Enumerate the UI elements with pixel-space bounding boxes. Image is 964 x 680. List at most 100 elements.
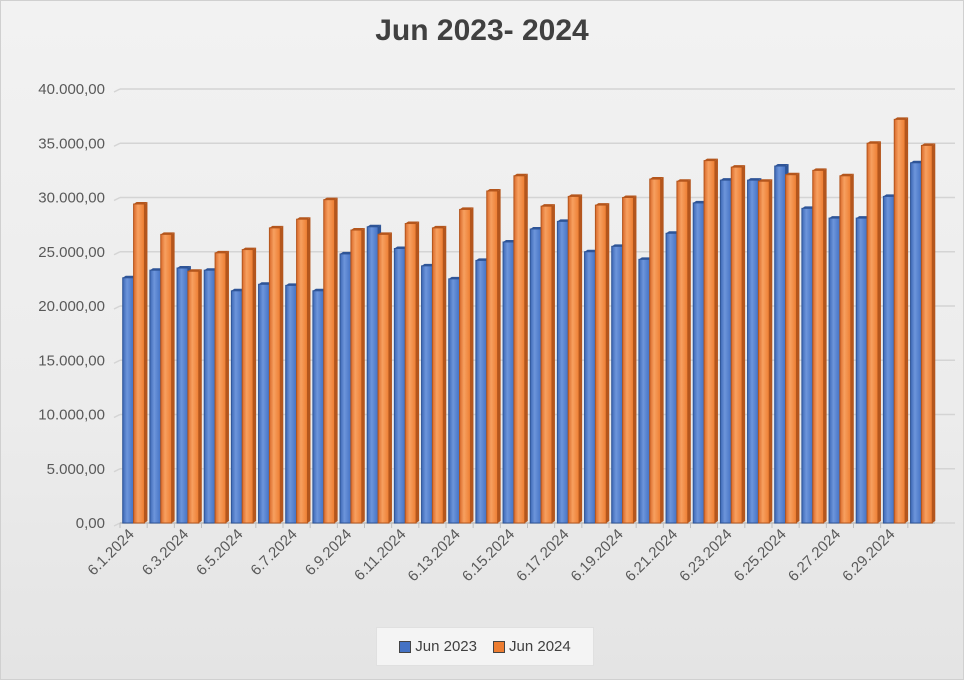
x-tick-label: 6.25.2024	[731, 526, 790, 585]
bar-side	[524, 173, 528, 524]
legend-item-jun-2023: Jun 2023	[399, 638, 477, 655]
bar-top	[160, 232, 175, 235]
bar-jun-2024: 6.9.2024: 27000	[350, 229, 363, 524]
bar-side	[551, 204, 555, 523]
y-tick-label: 15.000,00	[38, 352, 105, 369]
x-tick-label: 6.21.2024	[622, 526, 681, 585]
gridline-depth	[113, 251, 121, 256]
x-tick-label: 6.1.2024	[84, 526, 137, 579]
bar-jun-2023: 6.13.2024: 22500	[448, 278, 461, 524]
bar-jun-2023: 6.24.2024: 31600	[747, 179, 759, 524]
x-tick-label: 6.9.2024	[302, 526, 355, 579]
bar-top	[774, 164, 789, 167]
bar-jun-2024: 6.18.2024: 29300	[594, 204, 607, 524]
bar-side	[742, 165, 746, 523]
bar-jun-2024: 6.23.2024: 32800	[730, 166, 743, 524]
legend-swatch-jun-2024	[493, 640, 505, 653]
y-tick-label: 40.000,00	[38, 81, 105, 98]
gridline-depth	[113, 468, 121, 473]
bar-jun-2024: 6.29.2024: 37200	[893, 118, 906, 524]
bar-jun-2023: 6.5.2024: 21400	[230, 290, 243, 524]
bar-jun-2024: 6.28.2024: 35000	[866, 142, 879, 524]
y-tick-label: 30.000,00	[38, 190, 105, 207]
bar-side	[579, 194, 583, 524]
bar-side	[877, 141, 881, 523]
bar-jun-2024: 6.19.2024: 30000	[622, 197, 634, 524]
bar-side	[497, 188, 501, 524]
bar-jun-2023: 6.18.2024: 25000	[584, 251, 596, 524]
bar-jun-2023: 6.27.2024: 28100	[828, 217, 841, 524]
bar-side	[660, 177, 664, 523]
bar-side	[144, 202, 148, 523]
legend-swatch-jun-2023	[399, 640, 412, 653]
bar-side	[416, 221, 420, 524]
bar-top	[747, 178, 762, 181]
gridline-depth	[113, 305, 121, 310]
y-tick-label: 35.000,00	[38, 135, 105, 152]
bar-jun-2023: 6.28.2024: 28100	[855, 217, 868, 524]
gridline-depth	[113, 196, 121, 202]
bar-jun-2024: 6.16.2024: 29200	[540, 205, 553, 524]
y-tick-label: 25.000,00	[38, 244, 105, 261]
bar-jun-2023: 6.29.2024: 30100	[882, 195, 895, 524]
bar-jun-2024: 6.7.2024: 28000	[296, 218, 308, 524]
bar-top	[378, 232, 392, 235]
bar-side	[633, 195, 637, 523]
bar-side	[361, 228, 365, 524]
bar-side	[388, 232, 392, 523]
bar-jun-2024: 6.21.2024: 31500	[676, 180, 689, 524]
bar-side	[253, 247, 257, 523]
bar-side	[796, 172, 800, 523]
bar-jun-2023: 6.9.2024: 24800	[339, 253, 352, 524]
bar-jun-2024: 6.10.2024: 26600	[377, 233, 390, 524]
bar-jun-2023: 6.3.2024: 23500	[176, 267, 189, 524]
bar-jun-2023: 6.7.2024: 21900	[285, 284, 298, 524]
gridline-depth	[113, 359, 121, 364]
bar-jun-2024: 6.6.2024: 27200	[268, 227, 281, 524]
x-tick-label: 6.27.2024	[785, 526, 844, 585]
bar-jun-2023: 6.10.2024: 27300	[366, 226, 379, 524]
bar-side	[334, 197, 338, 524]
x-tick-label: 6.5.2024	[193, 526, 246, 579]
bar-jun-2023: 6.6.2024: 22000	[258, 283, 270, 524]
x-tick-label: 6.29.2024	[839, 526, 898, 585]
x-tick-label: 6.15.2024	[459, 526, 518, 585]
x-tick-label: 6.23.2024	[676, 526, 735, 585]
legend-item-jun-2024: Jun 2024	[493, 638, 571, 655]
bar-side	[905, 117, 909, 523]
bar-top	[513, 173, 528, 176]
bar-jun-2024: 6.8.2024: 29800	[323, 199, 336, 524]
bar-jun-2024: 6.11.2024: 27600	[404, 223, 417, 524]
bar-top	[177, 266, 191, 269]
bar-side	[714, 158, 718, 524]
bar-jun-2023: 6.8.2024: 21400	[312, 290, 325, 524]
y-tick-label: 20.000,00	[38, 298, 105, 315]
bar-side	[307, 217, 311, 523]
bar-jun-2023: 6.12.2024: 23700	[421, 265, 433, 524]
bar-top	[133, 202, 148, 205]
bar-side	[850, 173, 854, 524]
bar-side	[470, 207, 474, 523]
gridline-depth	[113, 522, 121, 527]
bar-side	[198, 269, 202, 523]
bar-side	[687, 179, 691, 523]
y-tick-label: 5.000,00	[47, 461, 105, 478]
x-tick-label: 6.7.2024	[247, 526, 300, 579]
bar-jun-2023: 6.15.2024: 25900	[502, 241, 515, 524]
bar-jun-2024: 6.2.2024: 26600	[160, 233, 173, 524]
x-tick-label: 6.17.2024	[513, 526, 572, 585]
bar-jun-2023: 6.4.2024: 23300	[203, 269, 216, 524]
bar-side	[225, 250, 229, 523]
x-tick-label: 6.3.2024	[139, 526, 192, 579]
bar-jun-2024: 6.4.2024: 24900	[214, 252, 227, 524]
bar-jun-2024: 6.30.2024: 34800	[920, 144, 933, 524]
bar-jun-2024: 6.22.2024: 33400	[703, 160, 716, 524]
bar-side	[280, 225, 284, 523]
gridline-depth	[113, 413, 121, 419]
x-tick-label: 6.11.2024	[351, 526, 409, 584]
bar-side	[171, 232, 175, 523]
bar-jun-2024: 6.5.2024: 25200	[241, 249, 254, 524]
bar-jun-2023: 6.1.2024: 22600	[122, 277, 135, 524]
x-tick-label: 6.13.2024	[405, 526, 464, 585]
bar-jun-2023: 6.20.2024: 24300	[638, 258, 651, 524]
